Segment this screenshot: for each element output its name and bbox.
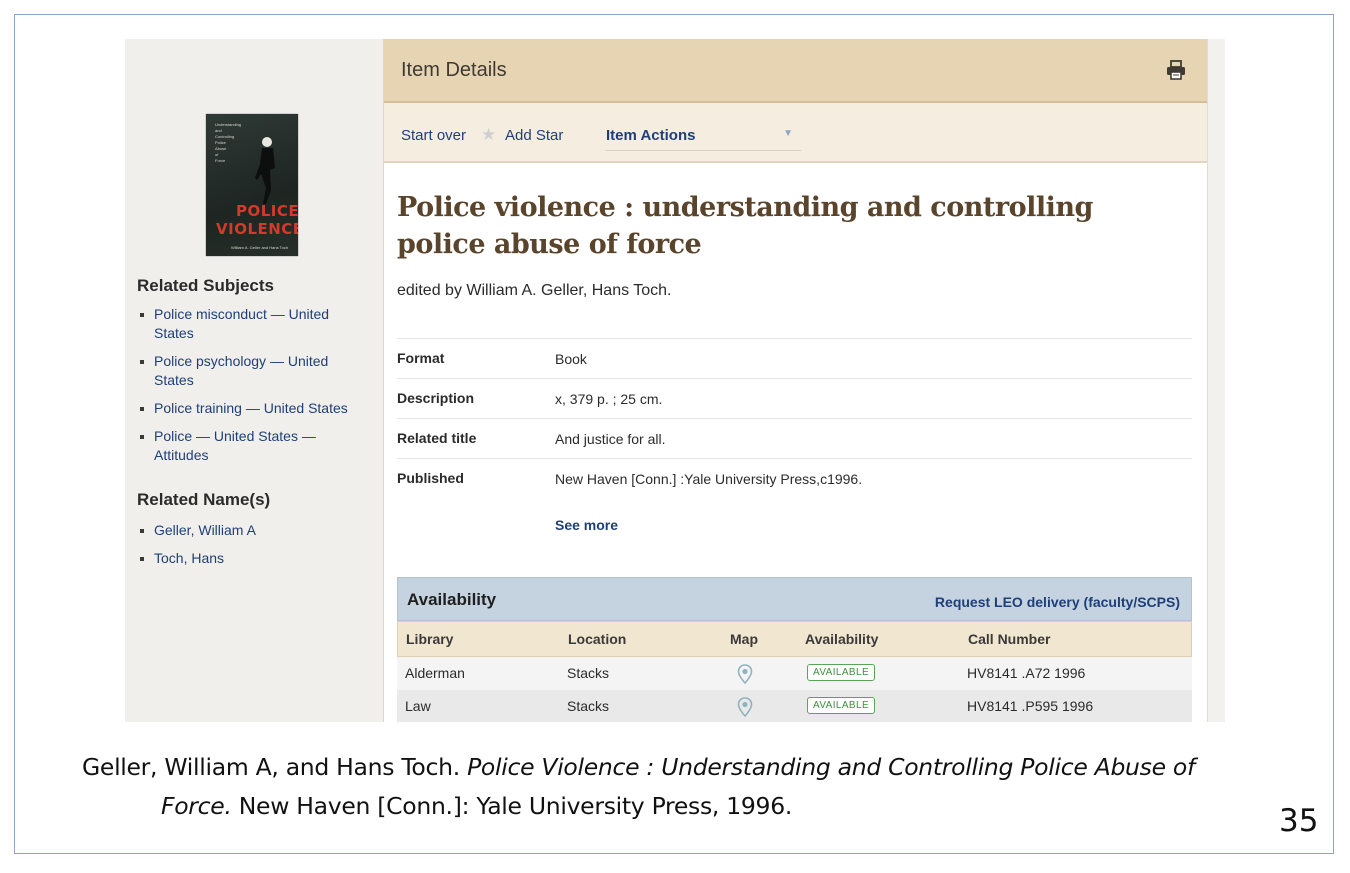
item-byline: edited by William A. Geller, Hans Toch. bbox=[397, 282, 672, 299]
citation-line2: Force. New Haven [Conn.]: Yale Universit… bbox=[161, 792, 793, 820]
see-more-link[interactable]: See more bbox=[555, 517, 619, 533]
cover-title-line2: VIOLENCE bbox=[216, 220, 298, 238]
availability-section: Availability Request LEO delivery (facul… bbox=[397, 577, 1192, 722]
field-row-related-title: Related title And justice for all. bbox=[397, 418, 1192, 459]
field-value: New Haven [Conn.] :Yale University Press… bbox=[555, 471, 863, 487]
location-cell: Stacks bbox=[567, 698, 610, 714]
cover-title-line1: POLICE bbox=[236, 202, 298, 220]
call-number-cell: HV8141 .A72 1996 bbox=[967, 665, 1086, 681]
item-details-panel: Item Details Start over ★ Add Star Item … bbox=[384, 39, 1208, 722]
related-names-heading: Related Name(s) bbox=[137, 490, 271, 509]
subject-link[interactable]: Police psychology — United States bbox=[137, 352, 369, 390]
page-title: Item Details bbox=[401, 59, 507, 81]
cover-tiny-text: Understanding and Controlling Police Abu… bbox=[215, 122, 242, 163]
item-toolbar: Start over ★ Add Star Item Actions ▼ bbox=[384, 103, 1207, 163]
field-label: Published bbox=[397, 470, 464, 486]
request-delivery-link[interactable]: Request LEO delivery (faculty/SCPS) bbox=[934, 594, 1180, 610]
availability-table-header: Library Location Map Availability Call N… bbox=[397, 621, 1192, 657]
related-subjects-list: Police misconduct — United States Police … bbox=[137, 305, 369, 474]
item-actions-dropdown[interactable]: Item Actions ▼ bbox=[605, 122, 801, 151]
column-header: Location bbox=[568, 631, 627, 647]
slide-number: 35 bbox=[1279, 803, 1319, 839]
star-icon[interactable]: ★ bbox=[481, 125, 497, 144]
column-header: Map bbox=[730, 631, 758, 647]
book-cover[interactable]: Understanding and Controlling Police Abu… bbox=[206, 114, 298, 256]
library-cell: Law bbox=[405, 698, 431, 714]
column-header: Call Number bbox=[968, 631, 1051, 647]
field-label: Format bbox=[397, 350, 445, 366]
slide-frame bbox=[14, 14, 1334, 854]
availability-heading: Availability bbox=[407, 590, 497, 609]
status-badge: AVAILABLE bbox=[807, 697, 876, 714]
citation: Geller, William A, and Hans Toch. Police… bbox=[82, 748, 1312, 826]
subject-link[interactable]: Police — United States — Attitudes bbox=[137, 427, 369, 465]
citation-line1: Geller, William A, and Hans Toch. Police… bbox=[82, 753, 1195, 781]
cover-figure-icon bbox=[255, 137, 275, 204]
catalog-screenshot: Understanding and Controlling Police Abu… bbox=[125, 39, 1225, 722]
sidebar: Understanding and Controlling Police Abu… bbox=[125, 39, 384, 722]
subject-link[interactable]: Police training — United States bbox=[137, 399, 369, 418]
name-link[interactable]: Toch, Hans bbox=[137, 549, 369, 568]
item-details-header: Item Details bbox=[384, 39, 1207, 103]
subject-link[interactable]: Police misconduct — United States bbox=[137, 305, 369, 343]
status-badge: AVAILABLE bbox=[807, 664, 876, 681]
map-pin-icon[interactable] bbox=[737, 664, 753, 684]
related-subjects-heading: Related Subjects bbox=[137, 276, 274, 295]
cover-authors: William A. Geller and Hans Toch bbox=[231, 245, 289, 250]
name-link[interactable]: Geller, William A bbox=[137, 521, 369, 540]
field-row-published: Published New Haven [Conn.] :Yale Univer… bbox=[397, 458, 1192, 499]
field-row-format: Format Book bbox=[397, 338, 1192, 379]
field-label: Related title bbox=[397, 430, 477, 446]
availability-header: Availability Request LEO delivery (facul… bbox=[397, 577, 1192, 621]
print-icon[interactable] bbox=[1165, 59, 1187, 81]
chevron-down-icon: ▼ bbox=[783, 128, 793, 139]
add-star-link[interactable]: Add Star bbox=[505, 127, 564, 144]
table-row: Law Stacks AVAILABLE HV8141 .P595 1996 bbox=[397, 690, 1192, 722]
field-label: Description bbox=[397, 390, 475, 406]
field-row-description: Description x, 379 p. ; 25 cm. bbox=[397, 378, 1192, 419]
library-cell: Alderman bbox=[405, 665, 465, 681]
item-title: Police violence : understanding and cont… bbox=[397, 192, 1093, 260]
field-value: Book bbox=[555, 351, 587, 367]
start-over-link[interactable]: Start over bbox=[401, 127, 467, 144]
map-pin-icon[interactable] bbox=[737, 697, 753, 717]
call-number-cell: HV8141 .P595 1996 bbox=[967, 698, 1094, 714]
field-value: x, 379 p. ; 25 cm. bbox=[555, 391, 663, 407]
table-row: Alderman Stacks AVAILABLE HV8141 .A72 19… bbox=[397, 657, 1192, 690]
column-header: Availability bbox=[805, 631, 879, 647]
related-names-list: Geller, William A Toch, Hans bbox=[137, 521, 369, 577]
column-header: Library bbox=[406, 631, 454, 647]
field-value: And justice for all. bbox=[555, 431, 666, 447]
location-cell: Stacks bbox=[567, 665, 610, 681]
item-actions-label: Item Actions bbox=[606, 127, 696, 144]
